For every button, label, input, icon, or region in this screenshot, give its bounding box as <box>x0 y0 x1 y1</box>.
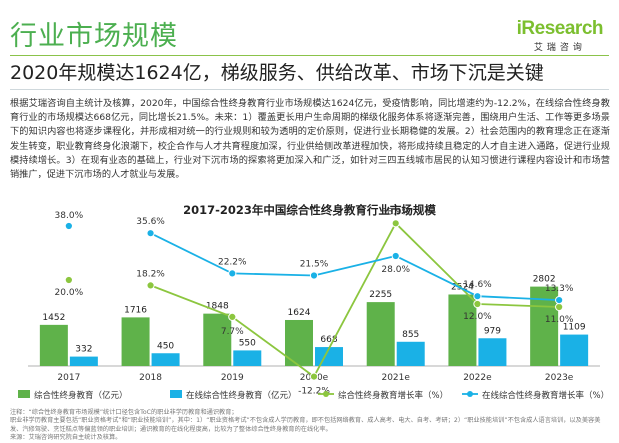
line-value-label: 12.0% <box>463 312 492 322</box>
x-tick-label: 2022e <box>463 373 492 383</box>
legend-swatch <box>18 390 30 398</box>
x-tick-label: 2017 <box>57 373 80 383</box>
line-point <box>555 296 564 305</box>
bar-total <box>448 294 477 366</box>
legend-swatch <box>170 390 182 398</box>
legend-label: 综合性终身教育增长率（%） <box>338 390 448 401</box>
iresearch-logo: iResearch 艾瑞咨询 <box>516 18 604 53</box>
bar-value-label: 1452 <box>42 313 65 323</box>
line-point <box>228 269 237 278</box>
footer-note-1: 注释：“综合性终身教育市场规模”统计口径包含ToC的职业非学历教育和通识教育； <box>10 409 238 416</box>
bar-value-label: 450 <box>157 341 174 351</box>
logo-subtext: 艾瑞咨询 <box>533 43 586 53</box>
bar-online <box>560 334 589 366</box>
legend-label: 在线综合性终身教育（亿元） <box>186 390 297 401</box>
line-value-label: 11.0% <box>545 315 574 325</box>
x-tick-label: 2019 <box>221 373 244 383</box>
bar-online <box>478 338 507 366</box>
bar-value-label: 332 <box>75 345 92 355</box>
bar-value-label: 1624 <box>288 308 311 318</box>
line-value-label: 14.6% <box>463 280 492 290</box>
line-value-label: 22.2% <box>218 257 247 267</box>
line-point <box>473 292 482 301</box>
bar-total <box>121 317 150 366</box>
line-value-label: 18.2% <box>136 269 165 279</box>
line-value-label: -12.2% <box>298 387 330 397</box>
bar-total <box>366 302 395 366</box>
bar-online <box>69 356 98 366</box>
line-point <box>309 271 319 280</box>
line-value-label: 28.0% <box>381 265 410 275</box>
line-point <box>391 251 400 261</box>
line-point <box>555 302 564 312</box>
bar-value-label: 2802 <box>533 275 556 285</box>
line-value-label: 38.0% <box>55 211 84 221</box>
line-value-label: 35.6% <box>136 217 165 227</box>
series-line-online-growth <box>150 232 560 301</box>
bar-value-label: 1109 <box>563 323 586 333</box>
line-value-label: 21.5% <box>300 260 329 270</box>
line-point <box>309 372 319 381</box>
chart-title: 2017-2023年中国综合性终身教育行业市场规模 <box>183 203 436 217</box>
line-point <box>473 299 482 309</box>
line-point <box>146 229 155 238</box>
title-divider <box>10 55 609 56</box>
line-value-label: 13.3% <box>545 284 574 294</box>
page-title: 行业市场规模 <box>10 21 178 52</box>
legend-label: 在线综合性终身教育增长率（%） <box>482 390 609 401</box>
x-tick-label: 2021e <box>381 373 410 383</box>
bar-total <box>203 313 232 366</box>
bar-online <box>396 341 425 366</box>
bar-value-label: 668 <box>320 335 337 345</box>
bar-value-label: 550 <box>239 338 256 348</box>
bar-value-label: 2524 <box>451 282 474 292</box>
legend-marker <box>323 391 329 397</box>
line-point <box>391 219 400 228</box>
bar-online <box>233 350 262 366</box>
line-point <box>228 312 237 321</box>
footer-note-2: 职业非学历教育主要包括“职业资格考试”和“职业技能培训”，其中：1）“职业资格考… <box>10 417 601 433</box>
logo-text: iResearch <box>516 18 604 39</box>
subtitle-divider <box>10 89 609 90</box>
line-value-label: 7.7% <box>221 327 244 337</box>
page-subtitle: 2020年规模达1624亿，梯级服务、供给改革、市场下沉是关键 <box>10 62 544 84</box>
line-point <box>146 281 155 290</box>
line-value-label: 38.9% <box>381 207 410 217</box>
x-tick-label: 2018 <box>139 373 162 383</box>
line-value-label: 20.0% <box>55 288 84 298</box>
bar-value-label: 1848 <box>206 302 229 312</box>
footer-notes: 注释：“综合性终身教育市场规模”统计口径包含ToC的职业非学历教育和通识教育； … <box>10 409 610 443</box>
x-tick-label: 2023e <box>545 373 574 383</box>
legend-marker <box>467 391 473 397</box>
bar-value-label: 1716 <box>124 305 147 315</box>
bar-value-label: 2255 <box>369 290 392 300</box>
footer-source: 来源：艾瑞咨询研究院自主统计及核算。 <box>10 434 122 442</box>
bar-online <box>151 353 180 366</box>
bar-total <box>39 324 68 366</box>
line-point <box>64 275 73 285</box>
bar-value-label: 855 <box>402 330 419 340</box>
bar-value-label: 979 <box>484 326 501 336</box>
series-line-total-growth <box>150 221 560 378</box>
body-paragraph: 根据艾瑞咨询自主统计及核算，2020年，中国综合性终身教育行业市场规模达1624… <box>10 98 610 181</box>
legend-label: 综合性终身教育（亿元） <box>34 390 128 401</box>
line-point <box>64 221 73 231</box>
